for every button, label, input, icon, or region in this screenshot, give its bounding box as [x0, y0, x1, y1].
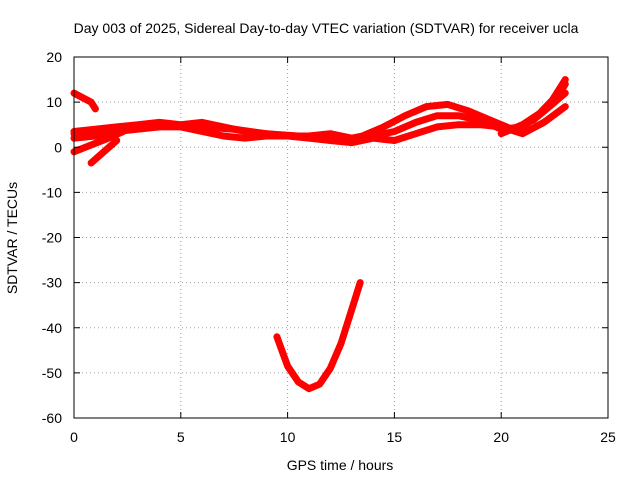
x-tick-label: 5 [177, 429, 185, 445]
y-axis-label: SDTVAR / TECUs [4, 182, 20, 294]
y-tick-label: -50 [42, 365, 62, 381]
y-tick-label: -20 [42, 230, 62, 246]
y-tick-label: -10 [42, 184, 62, 200]
x-tick-label: 10 [280, 429, 296, 445]
series-line-rising-stub [70, 128, 127, 156]
series-line-rising-stub-2 [87, 137, 121, 167]
y-tick-label: -30 [42, 275, 62, 291]
y-tick-label: -60 [42, 410, 62, 426]
series-line-early-decreasing [70, 89, 99, 113]
x-tick-label: 25 [600, 429, 616, 445]
x-tick-label: 20 [493, 429, 509, 445]
series-line-main-middle [70, 89, 569, 144]
x-tick-label: 15 [387, 429, 403, 445]
series-line-late-rise [497, 76, 569, 138]
x-axis-label: GPS time / hours [287, 457, 394, 473]
tick-layer: 0 5 10 15 20 25 20 10 0 -10 -20 -30 -40 -50 -60 [42, 49, 616, 445]
x-tick-label: 0 [70, 429, 78, 445]
series-line-dip-arc [273, 279, 364, 393]
y-tick-label: 0 [54, 139, 62, 155]
series-layer [70, 76, 569, 393]
chart-title: Day 003 of 2025, Sidereal Day-to-day VTE… [74, 20, 579, 36]
y-tick-label: 10 [46, 94, 62, 110]
y-tick-label: -40 [42, 320, 62, 336]
grid-layer [74, 57, 608, 418]
y-tick-label: 20 [46, 49, 62, 65]
